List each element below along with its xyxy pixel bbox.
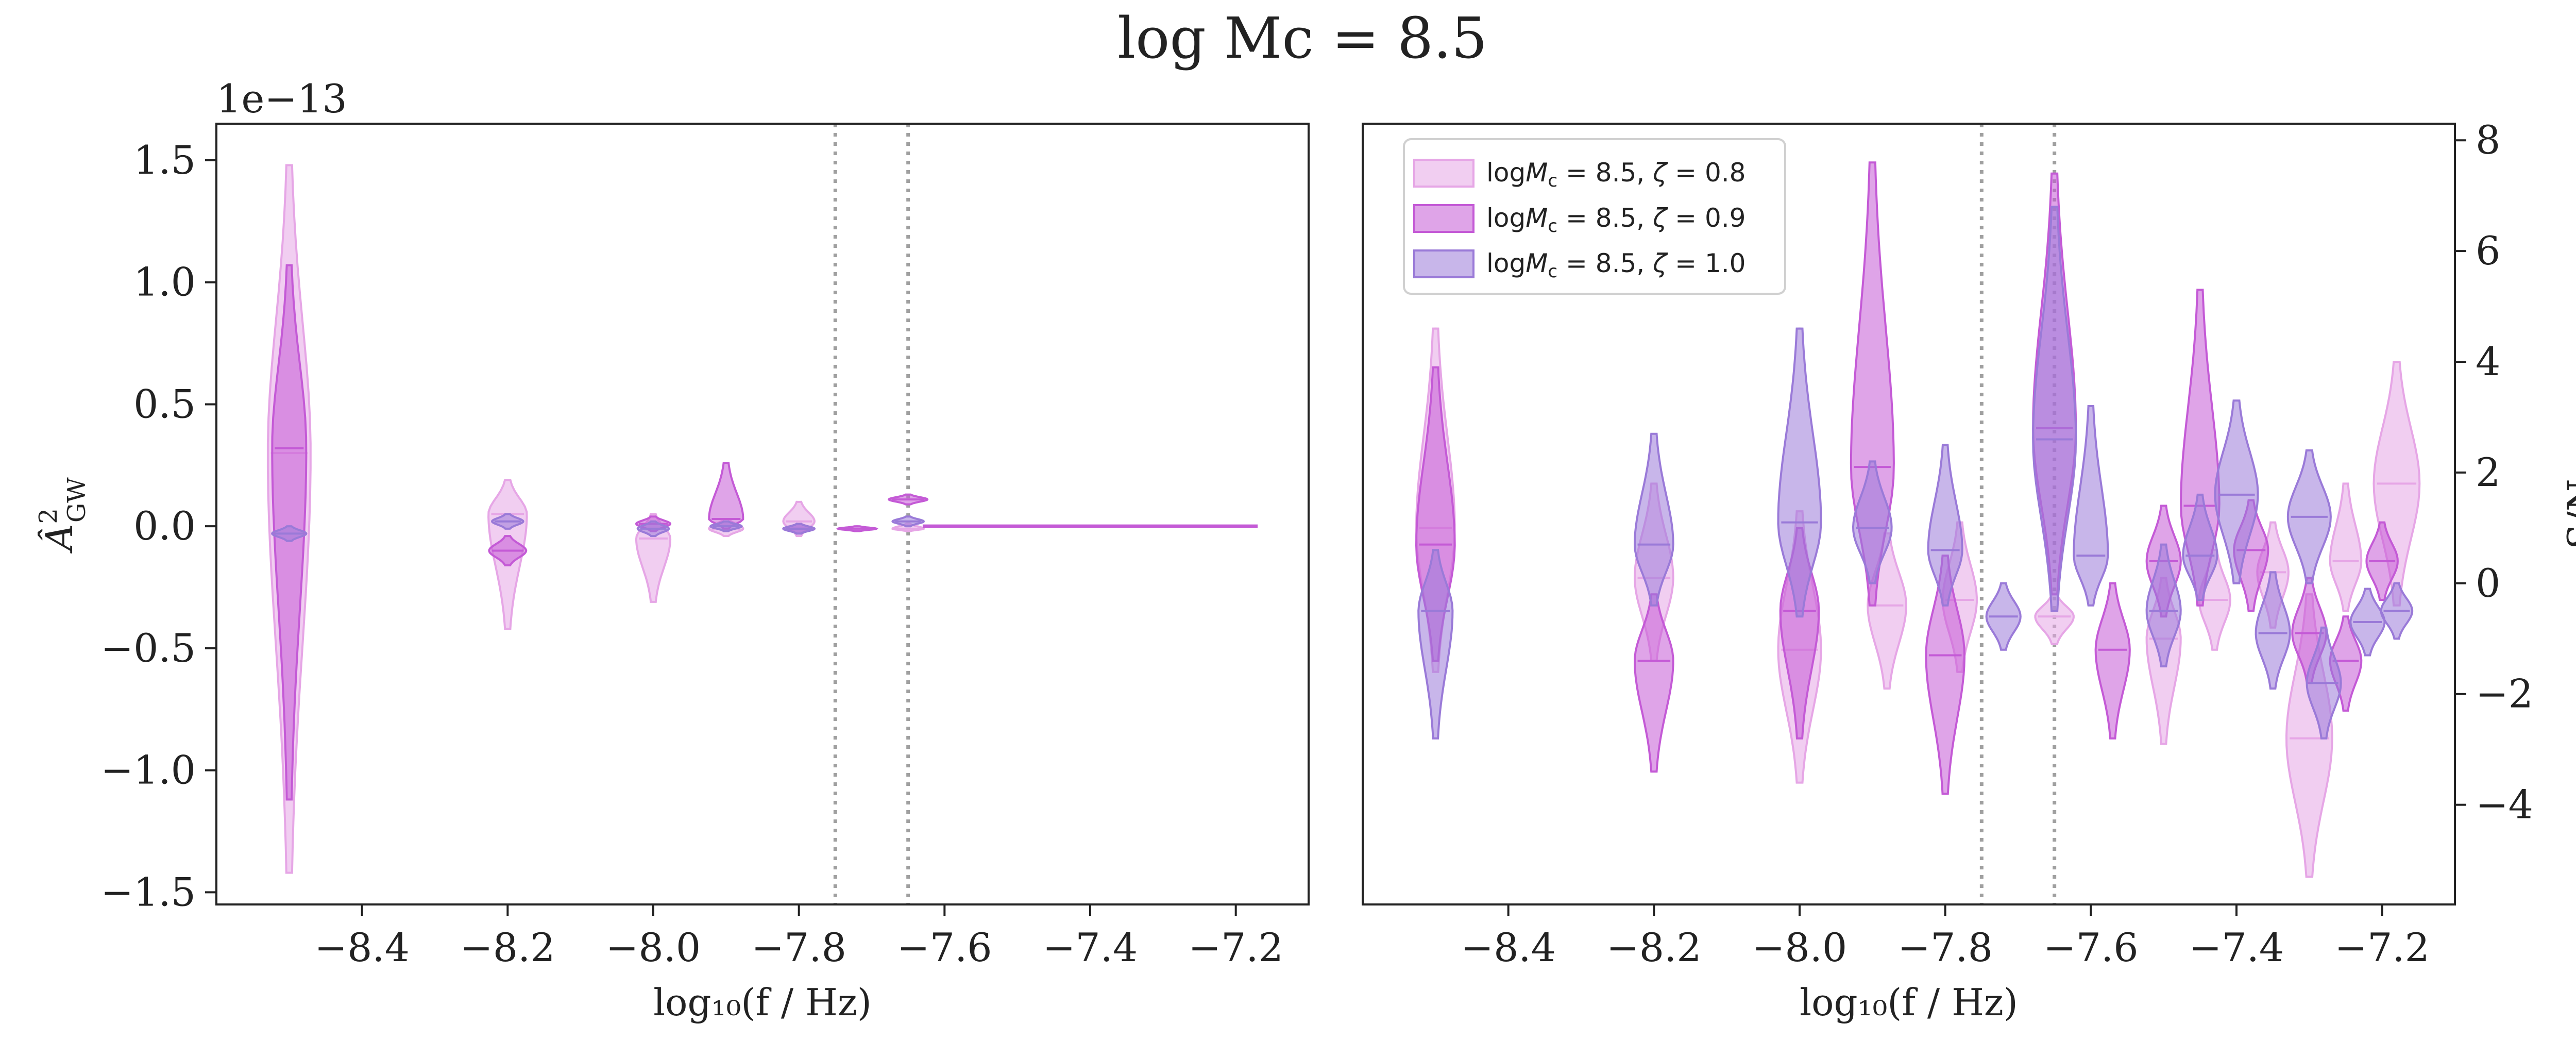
violin-series-2-10	[2214, 399, 2259, 584]
legend-entry-1-rest: = 8.5,	[1557, 203, 1653, 233]
y-axis-label-sub: GW	[62, 477, 91, 523]
y-tick-label-6: 1.5	[133, 137, 196, 183]
figure-title: log Mc = 8.5	[1117, 5, 1487, 71]
legend-box	[1403, 138, 1786, 295]
y-tick-label-3: 2	[2476, 449, 2500, 495]
axes-frame	[215, 123, 1310, 905]
x-tick-label-4: −7.6	[897, 925, 992, 970]
x-axis-label: log₁₀(f / Hz)	[1800, 981, 2018, 1024]
legend-swatch-2	[1413, 249, 1475, 278]
x-tick-label-1: −8.2	[1606, 925, 1702, 970]
y-tick-label-1: −1.0	[100, 747, 196, 793]
x-tick-label-1: −8.2	[460, 925, 555, 970]
legend-entry-1: logMc = 8.5, ζ = 0.9	[1486, 203, 1745, 237]
x-axis-label: log₁₀(f / Hz)	[653, 981, 872, 1024]
y-offset-label: 1e−13	[216, 76, 347, 122]
y-tick-label-0: −1.5	[100, 869, 196, 915]
legend-entry-2-rest: = 8.5,	[1557, 248, 1653, 278]
legend-swatch-0	[1413, 159, 1475, 188]
y-axis-label-sup: 2	[34, 508, 63, 524]
violin-series-1-6	[2094, 582, 2131, 740]
x-tick-label-5: −7.4	[2189, 925, 2284, 970]
x-tick-label-6: −7.2	[2334, 925, 2430, 970]
y-tick-label-5: 6	[2476, 228, 2500, 274]
axes-frame	[1362, 123, 2456, 905]
legend-entry-0-prefix: log	[1486, 158, 1526, 188]
legend-entry-1-zeta_rest: = 0.9	[1667, 203, 1745, 233]
violin-series-2-9	[2182, 493, 2218, 601]
x-tick-label-4: −7.6	[2043, 925, 2139, 970]
y-tick-label-4: 0.5	[133, 381, 196, 427]
legend-entry-0: logMc = 8.5, ζ = 0.8	[1486, 158, 1745, 191]
legend-entry-2: logMc = 8.5, ζ = 1.0	[1486, 248, 1745, 282]
violin-series-2-8	[2145, 543, 2182, 667]
y-tick-label-2: −0.5	[100, 625, 196, 671]
legend-entry-0-sub: c	[1548, 171, 1557, 191]
legend-entry-2-zeta_rest: = 1.0	[1667, 248, 1745, 278]
x-tick-label-5: −7.4	[1043, 925, 1138, 970]
legend-entry-0-zeta: ζ	[1652, 158, 1668, 188]
legend-entry-1-prefix: log	[1486, 203, 1526, 233]
legend-swatch-1	[1413, 204, 1475, 233]
legend-entry-2-sub: c	[1548, 261, 1557, 282]
legend-entry-0-zeta_rest: = 0.8	[1667, 158, 1745, 188]
x-tick-label-3: −7.8	[751, 925, 846, 970]
violin-series-1-1	[1634, 593, 1674, 773]
legend-entry-1-zeta: ζ	[1652, 203, 1668, 233]
y-tick-label-2: 0	[2476, 560, 2500, 606]
y-tick-label-4: 4	[2476, 339, 2500, 384]
violin-series-2-0	[1417, 549, 1454, 740]
y-axis-label: S/N	[2560, 479, 2576, 549]
x-tick-label-6: −7.2	[1188, 925, 1283, 970]
violin-series-2-2	[1777, 327, 1822, 618]
y-axis-label: Â2GW	[34, 477, 91, 554]
legend-entry-0-mathsym: M	[1526, 158, 1548, 188]
violin-series-2-4	[1927, 444, 1963, 607]
violin-series-0-2	[635, 513, 672, 603]
y-tick-label-6: 8	[2476, 117, 2500, 163]
y-axis-label-base: Â	[37, 524, 81, 554]
y-tick-label-3: 0.0	[133, 503, 196, 549]
x-tick-label-3: −7.8	[1897, 925, 1993, 970]
left-panel: −8.4 −8.2 −8.0 −7.8 −7.6 −7.4 −7.2 −1.5 −1.0 −0.5…	[34, 76, 1310, 1024]
violin-series-2-6	[2032, 206, 2077, 612]
y-tick-label-5: 1.0	[133, 259, 196, 305]
violin-series-2-1	[1633, 432, 1674, 607]
right-panel: −8.4 −8.2 −8.0 −7.8 −7.6 −7.4 −7.2 −4 −2 0 2 4 6 8 log…	[1362, 117, 2576, 1024]
x-tick-label-0: −8.4	[314, 925, 410, 970]
violin-series-0-5	[2034, 593, 2075, 645]
violin-series-2-11	[2255, 571, 2291, 690]
legend-entry-1-mathsym: M	[1526, 203, 1548, 233]
violin-series-2-3	[1852, 460, 1893, 584]
x-tick-label-2: −8.0	[606, 925, 701, 970]
y-tick-label-1: −2	[2476, 671, 2533, 717]
violin-series-0-10	[2329, 482, 2363, 612]
legend-entry-2-prefix: log	[1486, 248, 1526, 278]
x-tick-label-2: −8.0	[1752, 925, 1848, 970]
violin-series-2-7	[2073, 405, 2109, 607]
y-tick-label-0: −4	[2476, 782, 2533, 828]
legend-entry-0-rest: = 8.5,	[1557, 158, 1653, 188]
legend-entry-2-mathsym: M	[1526, 248, 1548, 278]
x-tick-label-0: −8.4	[1461, 925, 1556, 970]
violin-series-1-4	[1925, 555, 1966, 795]
legend-entry-1-sub: c	[1548, 216, 1557, 237]
legend-entry-2-zeta: ζ	[1652, 248, 1668, 278]
